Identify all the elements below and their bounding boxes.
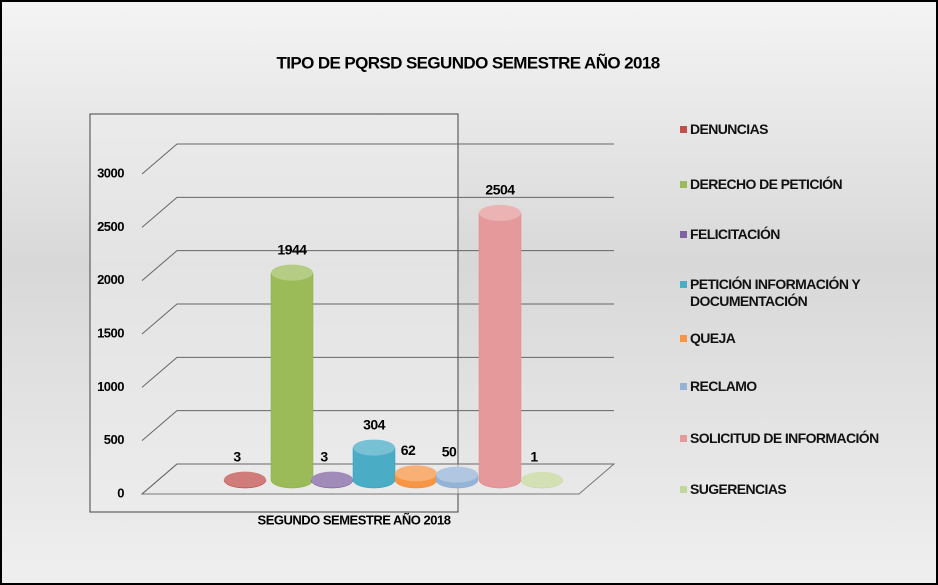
grid-line	[141, 303, 614, 335]
legend-swatch	[680, 383, 687, 390]
data-label: 2504	[485, 182, 515, 198]
y-tick-label: 2000	[97, 272, 124, 287]
legend-label: PETICIÓN INFORMACIÓN Y DOCUMENTACIÓN	[690, 276, 860, 309]
cylinder-top	[521, 471, 563, 488]
legend-swatch	[680, 281, 687, 288]
legend-swatch	[680, 231, 687, 238]
cylinder	[478, 204, 522, 489]
legend-swatch	[680, 181, 687, 188]
cylinder	[394, 465, 438, 489]
cylinder	[270, 264, 314, 489]
legend-label: DERECHO DE PETICIÓN	[690, 176, 843, 192]
y-tick-label: 1500	[97, 325, 124, 340]
legend-label: QUEJA	[690, 330, 736, 346]
y-tick-label: 0	[117, 485, 124, 500]
legend-swatch	[680, 486, 687, 493]
data-label: 3	[233, 448, 241, 464]
legend-swatch	[680, 335, 687, 342]
cylinder-top	[224, 471, 266, 488]
cylinder-top	[436, 466, 478, 483]
y-tick-label: 1000	[97, 379, 124, 394]
legend-label: DENUNCIAS	[690, 121, 768, 137]
data-label: 304	[363, 416, 386, 432]
legend-swatch	[680, 126, 687, 133]
cylinder-body	[270, 272, 314, 489]
legend-swatch	[680, 435, 687, 442]
cylinder-top	[395, 465, 437, 482]
cylinder-top	[311, 471, 353, 488]
y-tick-label: 2500	[97, 219, 124, 234]
data-label: 1	[530, 449, 538, 465]
chart-title: TIPO DE PQRSD SEGUNDO SEMESTRE AÑO 2018	[276, 52, 659, 72]
data-label: 3	[320, 448, 328, 464]
grid-line	[141, 356, 614, 388]
cylinder	[352, 439, 396, 489]
cylinder-top	[479, 204, 521, 221]
legend-label: FELICITACIÓN	[690, 226, 780, 242]
grid-line	[141, 196, 614, 228]
legend-label: SUGERENCIAS	[690, 481, 787, 497]
cylinder	[520, 471, 564, 489]
legend-label: SOLICITUD DE INFORMACIÓN	[690, 430, 879, 446]
grid-line	[141, 463, 614, 495]
cylinder-top	[353, 439, 395, 456]
cylinder	[223, 471, 267, 489]
cylinder-top	[271, 264, 313, 281]
data-label: 50	[442, 443, 457, 459]
grid-line	[141, 410, 614, 442]
legend-label: RECLAMO	[690, 378, 757, 394]
cylinder	[435, 466, 479, 489]
y-tick-label: 3000	[97, 165, 124, 180]
grid-line	[141, 250, 614, 282]
data-label: 1944	[277, 241, 307, 257]
cylinder	[310, 471, 354, 489]
x-category-label: SEGUNDO SEMESTRE AÑO 2018	[258, 512, 451, 527]
cylinder-body	[478, 212, 522, 489]
grid-line	[141, 143, 614, 175]
y-tick-label: 500	[104, 432, 124, 447]
cylinder-body	[352, 447, 396, 489]
data-label: 62	[401, 442, 416, 458]
